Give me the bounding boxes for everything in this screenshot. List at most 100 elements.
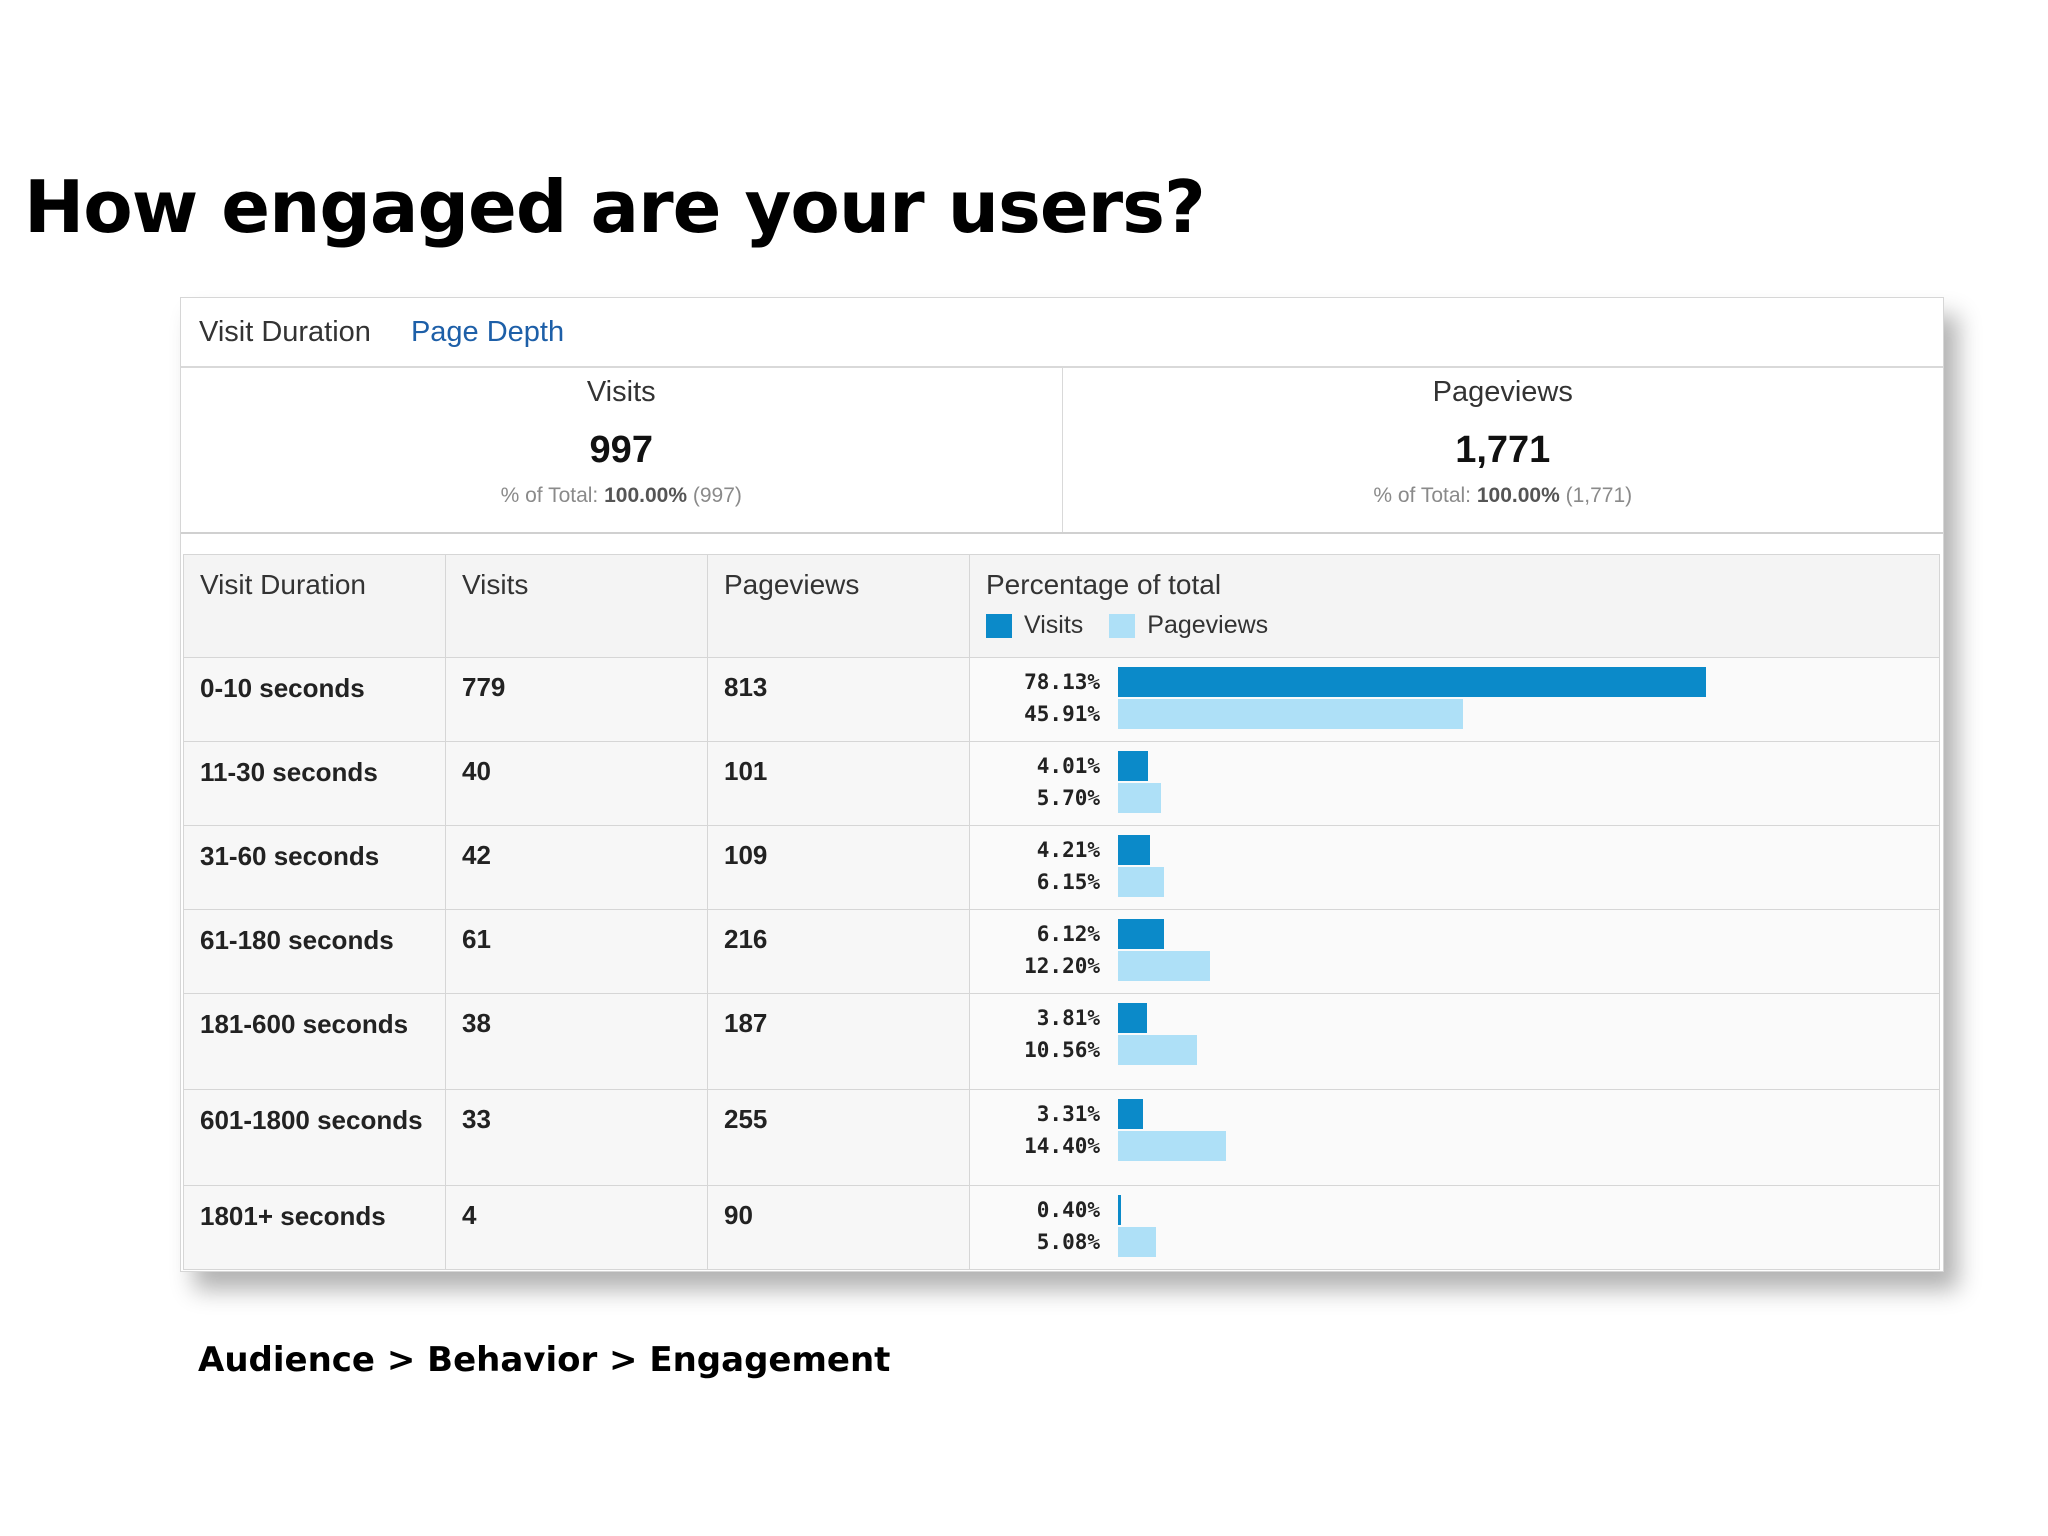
visits-bar-track xyxy=(1118,666,1939,698)
summary-pageviews: Pageviews 1,771 % of Total: 100.00% (1,7… xyxy=(1061,368,1944,532)
pageviews-bar xyxy=(1118,867,1165,897)
visits-bar-track xyxy=(1118,918,1939,950)
summary-visits-total-pct: 100.00% xyxy=(604,484,688,507)
summary-visits-value: 997 xyxy=(589,429,653,471)
summary-pageviews-value: 1,771 xyxy=(1455,429,1551,471)
cell-pageviews: 216 xyxy=(707,909,970,994)
visits-pct-label: 3.31% xyxy=(1036,1102,1100,1126)
header-percentage-label: Percentage of total xyxy=(986,569,1222,600)
pageviews-pct-label: 14.40% xyxy=(1024,1134,1100,1158)
visits-bar-line: 3.81% xyxy=(970,1002,1939,1034)
visits-bar xyxy=(1118,1003,1147,1033)
visits-pct-label: 78.13% xyxy=(1024,670,1100,694)
cell-visit-duration: 181-600 seconds xyxy=(183,993,446,1090)
engagement-table: Visit Duration Visits Pageviews Percenta… xyxy=(183,554,1940,1270)
visits-bar-track xyxy=(1118,834,1939,866)
table-row: 181-600 seconds 38 187 3.81% 10.56% xyxy=(183,993,1940,1090)
visits-bar xyxy=(1118,919,1165,949)
tab-page-depth[interactable]: Page Depth xyxy=(410,315,565,348)
visits-bar xyxy=(1118,1195,1121,1225)
cell-visit-duration: 601-1800 seconds xyxy=(183,1089,446,1186)
cell-percentage: 0.40% 5.08% xyxy=(969,1185,1940,1270)
visits-bar xyxy=(1118,751,1149,781)
summary-pageviews-total: % of Total: 100.00% (1,771) xyxy=(1063,484,1944,508)
legend: Visits Pageviews xyxy=(986,611,1923,640)
cell-pageviews: 187 xyxy=(707,993,970,1090)
cell-pageviews: 90 xyxy=(707,1185,970,1270)
visits-bar xyxy=(1118,1099,1143,1129)
cell-pageviews: 109 xyxy=(707,825,970,910)
engagement-report-panel: Visit Duration Page Depth Visits 997 % o… xyxy=(180,297,1944,1272)
summary-visits-total-abs: (997) xyxy=(692,484,742,507)
table-row: 61-180 seconds 61 216 6.12% 12.20% xyxy=(183,909,1940,994)
legend-visits-label: Visits xyxy=(1024,611,1084,639)
visits-bar-line: 4.01% xyxy=(970,750,1939,782)
summary-visits-total: % of Total: 100.00% (997) xyxy=(181,484,1062,508)
cell-visits: 61 xyxy=(445,909,708,994)
cell-visit-duration: 31-60 seconds xyxy=(183,825,446,910)
summary-metrics: Visits 997 % of Total: 100.00% (997) Pag… xyxy=(181,368,1943,534)
header-visit-duration[interactable]: Visit Duration xyxy=(183,554,446,658)
visits-bar-line: 6.12% xyxy=(970,918,1939,950)
pageviews-pct-label: 12.20% xyxy=(1024,954,1100,978)
cell-percentage: 6.12% 12.20% xyxy=(969,909,1940,994)
pageviews-bar xyxy=(1118,951,1210,981)
pageviews-bar-track xyxy=(1118,1034,1939,1066)
pageviews-bar-line: 5.70% xyxy=(970,782,1939,814)
cell-visit-duration: 0-10 seconds xyxy=(183,657,446,742)
pageviews-bar-line: 12.20% xyxy=(970,950,1939,982)
breadcrumb-footer: Audience > Behavior > Engagement xyxy=(198,1340,891,1380)
report-tabs: Visit Duration Page Depth xyxy=(181,298,1943,368)
pageviews-bar-track xyxy=(1118,950,1939,982)
cell-visits: 42 xyxy=(445,825,708,910)
pageviews-bar-track xyxy=(1118,782,1939,814)
visits-pct-label: 6.12% xyxy=(1036,922,1100,946)
cell-visits: 779 xyxy=(445,657,708,742)
cell-percentage: 4.21% 6.15% xyxy=(969,825,1940,910)
table-row: 601-1800 seconds 33 255 3.31% 14.40% xyxy=(183,1089,1940,1186)
visits-bar-track xyxy=(1118,1002,1939,1034)
cell-pageviews: 101 xyxy=(707,741,970,826)
cell-visit-duration: 1801+ seconds xyxy=(183,1185,446,1270)
visits-bar-line: 78.13% xyxy=(970,666,1939,698)
pageviews-pct-label: 45.91% xyxy=(1024,702,1100,726)
pageviews-bar-line: 6.15% xyxy=(970,866,1939,898)
visits-bar-line: 3.31% xyxy=(970,1098,1939,1130)
table-header-row: Visit Duration Visits Pageviews Percenta… xyxy=(183,554,1940,658)
header-pageviews[interactable]: Pageviews xyxy=(707,554,970,658)
summary-visits-total-prefix: % of Total: xyxy=(500,484,599,507)
visits-bar-track xyxy=(1118,1098,1939,1130)
visits-bar xyxy=(1118,667,1706,697)
header-visits[interactable]: Visits xyxy=(445,554,708,658)
pageviews-pct-label: 5.70% xyxy=(1036,786,1100,810)
cell-visit-duration: 11-30 seconds xyxy=(183,741,446,826)
table-row: 1801+ seconds 4 90 0.40% 5.08% xyxy=(183,1185,1940,1270)
visits-bar xyxy=(1118,835,1150,865)
pageviews-bar xyxy=(1118,1227,1157,1257)
pageviews-bar-track xyxy=(1118,698,1939,730)
pageviews-bar-track xyxy=(1118,1226,1939,1258)
cell-visits: 33 xyxy=(445,1089,708,1186)
cell-visits: 4 xyxy=(445,1185,708,1270)
cell-percentage: 4.01% 5.70% xyxy=(969,741,1940,826)
summary-pageviews-total-pct: 100.00% xyxy=(1476,484,1560,507)
pageviews-pct-label: 10.56% xyxy=(1024,1038,1100,1062)
table-row: 11-30 seconds 40 101 4.01% 5.70% xyxy=(183,741,1940,826)
visits-bar-line: 0.40% xyxy=(970,1194,1939,1226)
visits-pct-label: 3.81% xyxy=(1036,1006,1100,1030)
pageviews-bar-line: 5.08% xyxy=(970,1226,1939,1258)
summary-pageviews-total-abs: (1,771) xyxy=(1565,484,1633,507)
slide-title: How engaged are your users? xyxy=(24,165,1206,249)
visits-bar-line: 4.21% xyxy=(970,834,1939,866)
summary-visits: Visits 997 % of Total: 100.00% (997) xyxy=(181,368,1062,532)
visits-bar-track xyxy=(1118,1194,1939,1226)
pageviews-bar-track xyxy=(1118,1130,1939,1162)
cell-percentage: 78.13% 45.91% xyxy=(969,657,1940,742)
cell-visits: 38 xyxy=(445,993,708,1090)
table-row: 31-60 seconds 42 109 4.21% 6.15% xyxy=(183,825,1940,910)
pageviews-bar-line: 10.56% xyxy=(970,1034,1939,1066)
tab-visit-duration[interactable]: Visit Duration xyxy=(199,315,371,348)
summary-pageviews-label: Pageviews xyxy=(1432,376,1573,408)
legend-pageviews-label: Pageviews xyxy=(1147,611,1269,639)
summary-visits-label: Visits xyxy=(586,376,656,408)
